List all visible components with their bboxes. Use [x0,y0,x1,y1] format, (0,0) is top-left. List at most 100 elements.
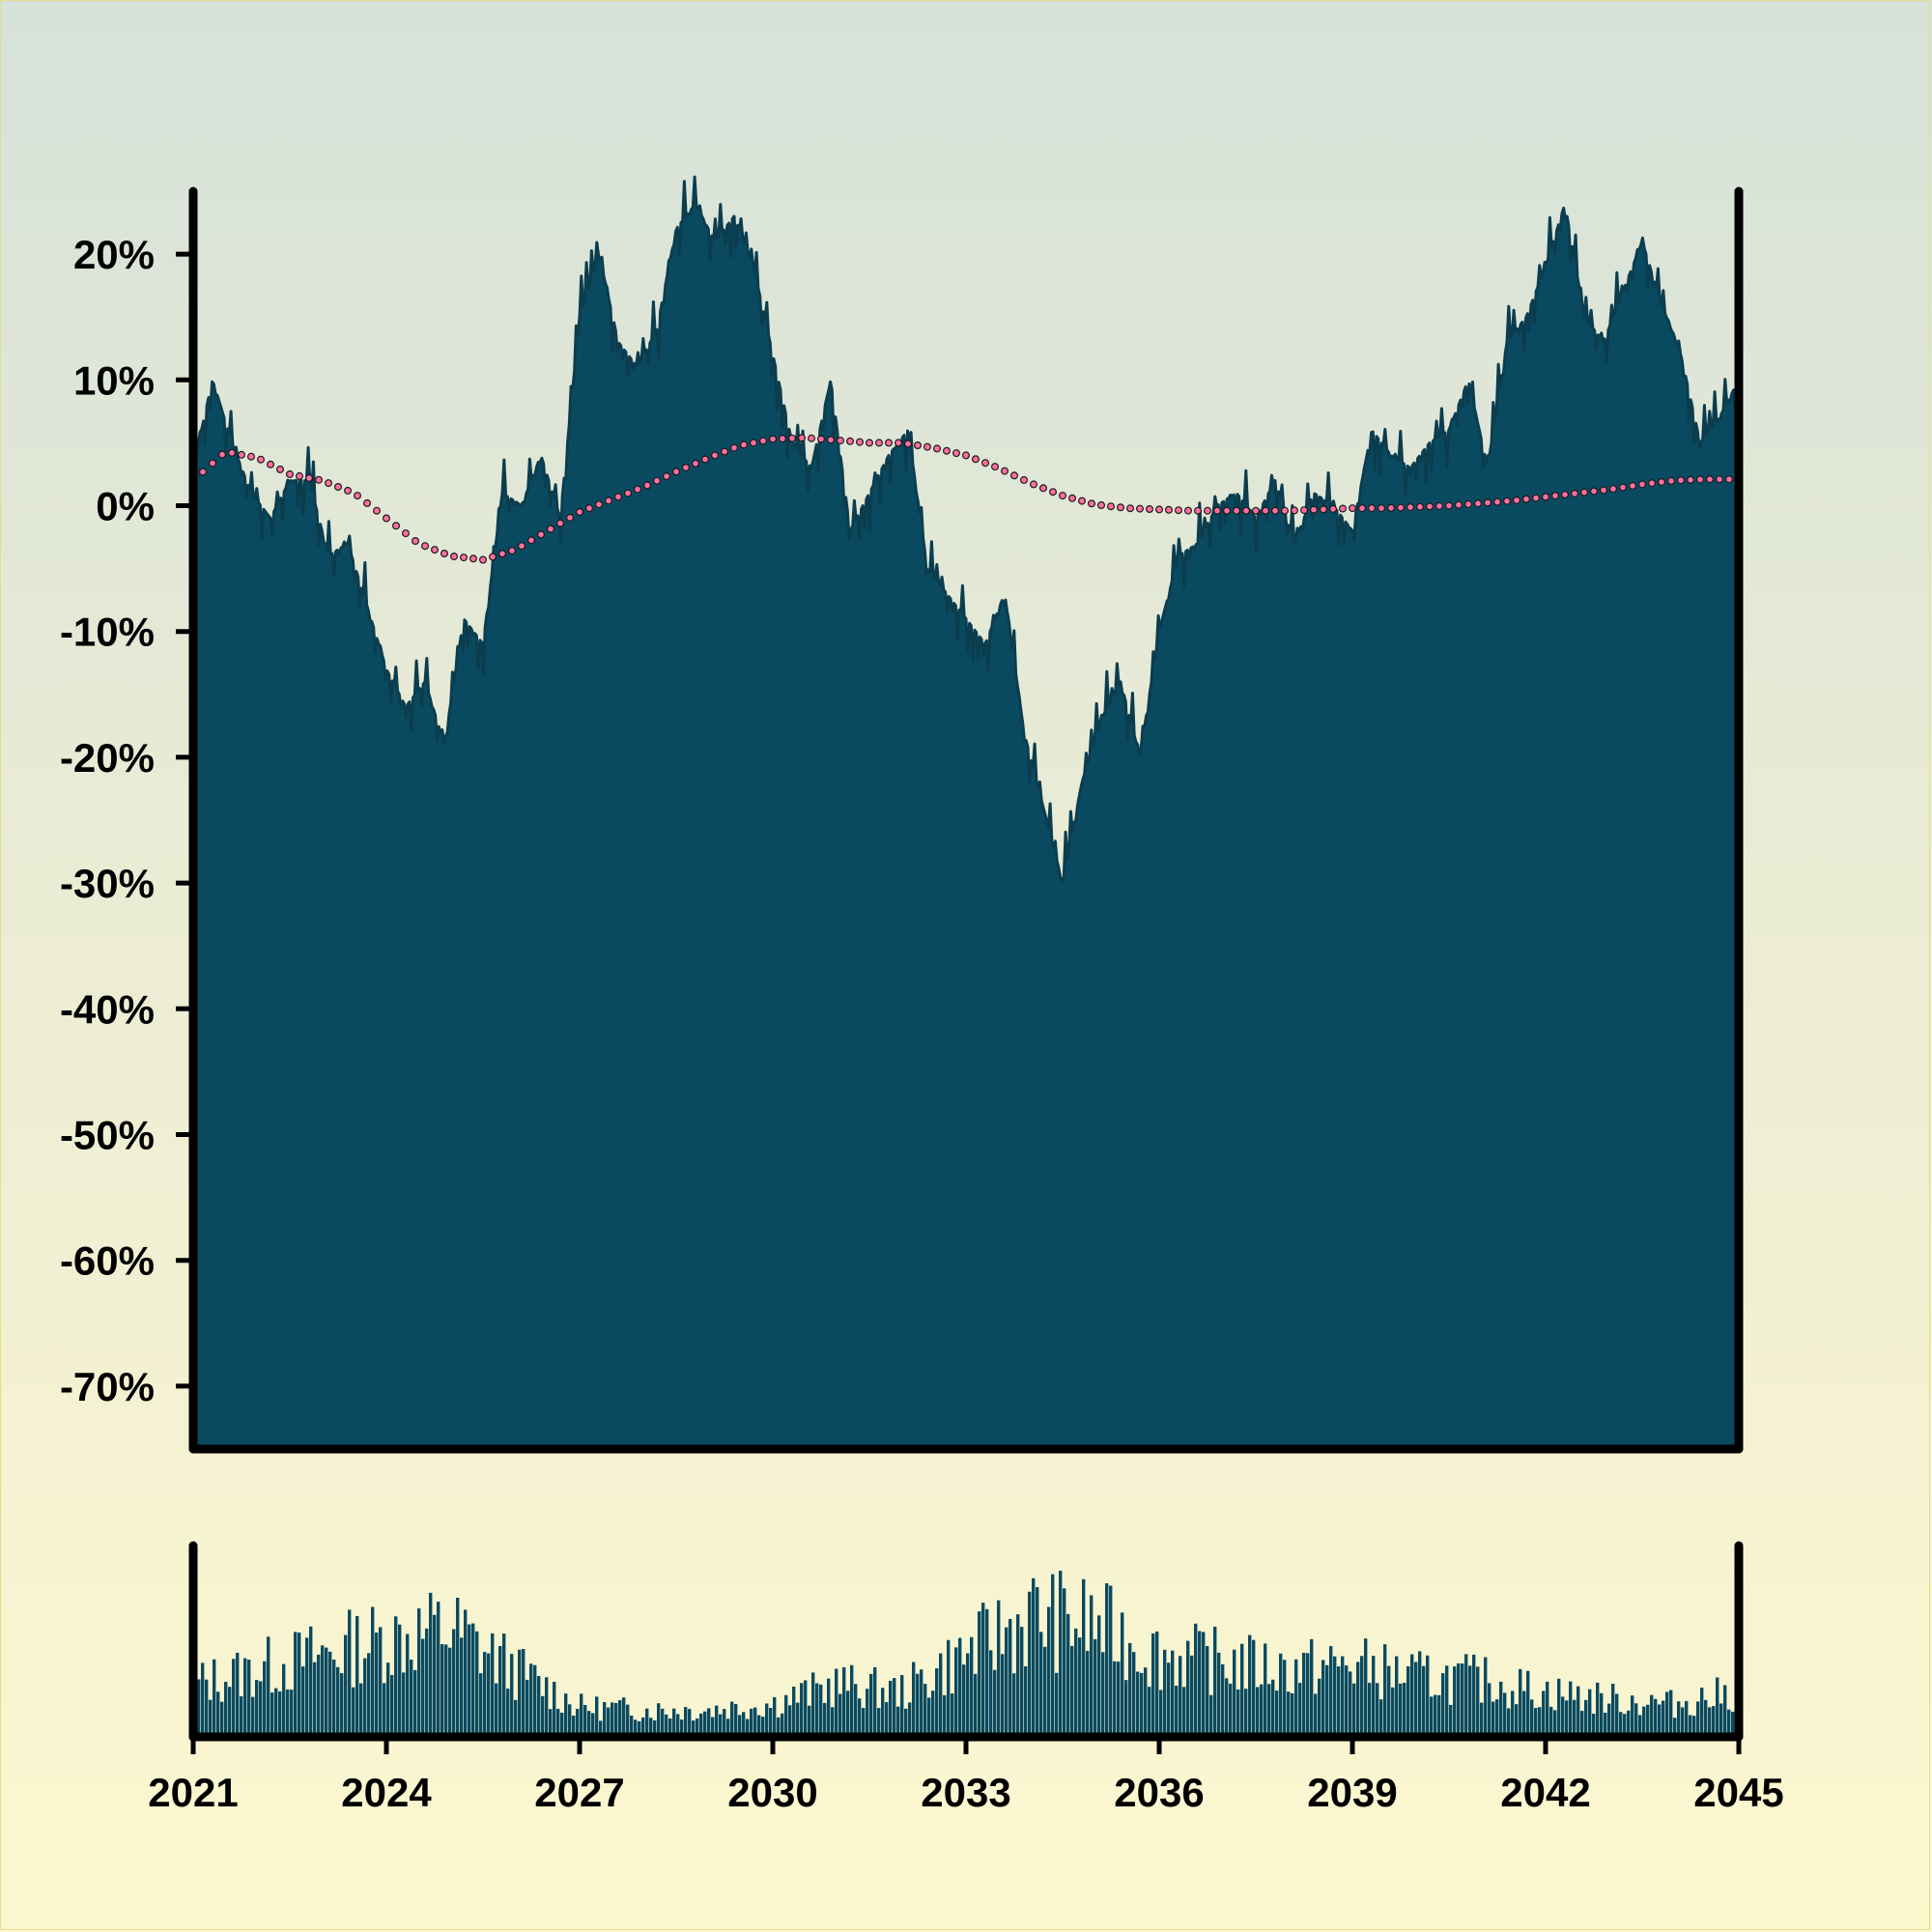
volume-bar [1580,1711,1584,1737]
trend-point [923,442,931,451]
volume-bar [298,1633,301,1737]
volume-bar [603,1702,607,1737]
volume-bar [653,1719,657,1737]
volume-bar [1229,1683,1233,1737]
volume-bar [1379,1699,1383,1737]
volume-bar [912,1662,916,1737]
trend-point [1096,500,1105,509]
volume-bar [1453,1666,1457,1737]
y-tick-label: 10% [73,357,155,403]
volume-bar [954,1647,958,1737]
volume-bar [468,1624,471,1737]
volume-bar [1418,1651,1422,1737]
volume-bar [290,1690,294,1737]
volume-bar [568,1704,572,1737]
volume-bar [966,1653,970,1737]
volume-bar [1476,1666,1480,1737]
trend-point [1628,481,1636,490]
trend-point [903,440,912,448]
volume-bar [777,1717,781,1737]
volume-bar [1673,1718,1677,1737]
volume-bar [842,1666,846,1737]
trend-point [344,486,353,495]
y-tick-label: -40% [60,986,155,1032]
volume-bar [641,1717,645,1737]
trend-point [807,434,815,442]
volume-bar [541,1695,545,1737]
volume-bar [873,1666,877,1737]
volume-bar [1519,1668,1522,1737]
volume-bar [997,1600,1001,1737]
volume-bar [811,1672,815,1737]
volume-bar [815,1683,819,1737]
volume-bar [317,1654,321,1737]
volume-bar [1132,1652,1136,1737]
volume-bar [1059,1571,1063,1737]
volume-bar [1055,1672,1059,1737]
trend-point [865,439,873,447]
volume-bar [1511,1690,1515,1737]
volume-bar [846,1690,850,1737]
y-tick-label: 0% [96,484,155,529]
volume-bar [228,1687,232,1737]
volume-bar [321,1645,325,1737]
trend-point [623,489,632,497]
volume-bar [464,1609,468,1737]
volume-bar [920,1669,923,1737]
volume-bar [835,1668,838,1737]
trend-point [691,459,699,468]
volume-bar [788,1705,792,1737]
trend-point [681,464,690,472]
volume-bar [1136,1671,1140,1737]
volume-bar [1434,1694,1437,1737]
volume-bar [1233,1649,1236,1737]
trend-point [700,455,709,464]
volume-bar [1198,1631,1202,1737]
volume-bar [483,1652,487,1737]
y-tick-label: -70% [60,1364,155,1409]
volume-bar [274,1688,278,1737]
volume-bar [1561,1696,1565,1737]
trend-point [218,450,227,459]
volume-bar [951,1693,954,1737]
trend-point [1290,506,1298,515]
volume-bar [305,1637,309,1737]
trend-point [633,485,641,494]
volume-bar [1329,1646,1333,1737]
volume-bar [371,1606,375,1737]
volume-bar [1399,1683,1403,1737]
volume-bar [1101,1652,1105,1737]
trend-point [1377,504,1385,513]
volume-bar [1515,1704,1519,1737]
volume-bar [746,1719,750,1737]
y-tick-label: -20% [60,735,155,781]
trend-point [412,536,420,545]
volume-bar [1209,1694,1213,1737]
trend-point [1415,502,1424,511]
volume-bar [927,1697,931,1737]
volume-bar [1225,1678,1229,1737]
volume-bar [827,1678,831,1737]
volume-bar [1341,1656,1345,1737]
trend-point [1386,503,1395,512]
volume-bar [1186,1640,1190,1737]
volume-bar [1577,1686,1580,1737]
volume-bar [1287,1691,1291,1737]
volume-bar [236,1652,240,1737]
volume-bar [1704,1699,1708,1737]
volume-bar [294,1632,298,1737]
volume-bar [1333,1656,1337,1737]
volume-bar [881,1688,885,1737]
trend-point [1203,506,1211,515]
trend-point [1009,471,1018,480]
trend-point [932,444,941,453]
volume-bar [796,1702,800,1737]
volume-bar [916,1673,920,1737]
volume-bar [1244,1689,1248,1737]
trend-point [536,530,545,539]
volume-bar [243,1658,247,1737]
volume-bar [943,1694,947,1737]
volume-bar [1658,1704,1662,1737]
volume-bar [1530,1699,1534,1737]
volume-bar [309,1626,313,1737]
